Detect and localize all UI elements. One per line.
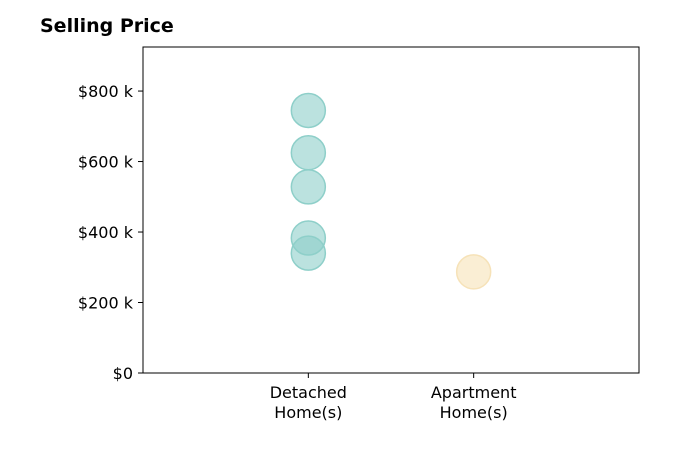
- data-point: [290, 134, 327, 171]
- y-tick-label: $800 k: [78, 82, 134, 101]
- y-tick-label: $200 k: [78, 294, 134, 313]
- data-points: [290, 92, 492, 290]
- y-axis: $0 $200 k $400 k $600 k $800 k: [78, 82, 143, 383]
- y-tick-label: $0: [113, 364, 133, 383]
- x-tick-label: Apartment Home(s): [431, 383, 517, 422]
- y-tick-label: $600 k: [78, 153, 134, 172]
- data-point: [455, 254, 492, 290]
- data-point: [290, 169, 327, 205]
- x-tick-label: Detached Home(s): [270, 383, 347, 422]
- data-point: [290, 92, 327, 129]
- y-tick-label: $400 k: [78, 223, 134, 242]
- data-point: [290, 235, 327, 271]
- x-axis: Detached Home(s) Apartment Home(s): [270, 373, 517, 422]
- plot-frame: [142, 46, 640, 374]
- chart-title: Selling Price: [40, 15, 174, 37]
